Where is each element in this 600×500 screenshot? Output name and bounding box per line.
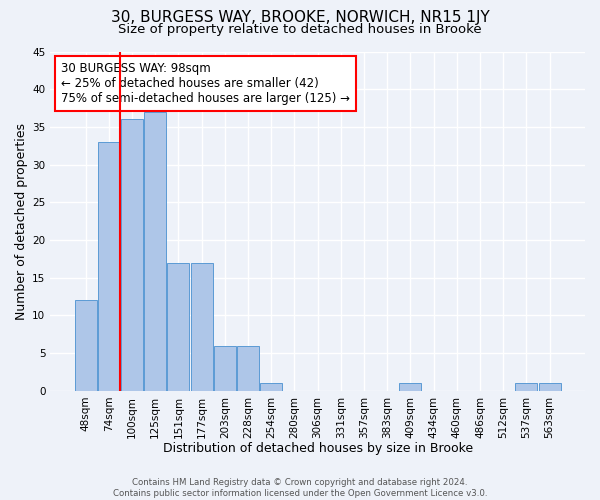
Bar <box>74 300 97 391</box>
Y-axis label: Number of detached properties: Number of detached properties <box>15 122 28 320</box>
Bar <box>191 262 212 391</box>
Bar <box>400 384 421 391</box>
Bar <box>515 384 538 391</box>
Bar <box>144 112 166 391</box>
X-axis label: Distribution of detached houses by size in Brooke: Distribution of detached houses by size … <box>163 442 473 455</box>
Bar <box>539 384 560 391</box>
Bar <box>214 346 236 391</box>
Text: Contains HM Land Registry data © Crown copyright and database right 2024.
Contai: Contains HM Land Registry data © Crown c… <box>113 478 487 498</box>
Text: Size of property relative to detached houses in Brooke: Size of property relative to detached ho… <box>118 22 482 36</box>
Bar <box>237 346 259 391</box>
Text: 30 BURGESS WAY: 98sqm
← 25% of detached houses are smaller (42)
75% of semi-deta: 30 BURGESS WAY: 98sqm ← 25% of detached … <box>61 62 350 104</box>
Bar <box>98 142 120 391</box>
Text: 30, BURGESS WAY, BROOKE, NORWICH, NR15 1JY: 30, BURGESS WAY, BROOKE, NORWICH, NR15 1… <box>110 10 490 25</box>
Bar <box>121 120 143 391</box>
Bar <box>167 262 190 391</box>
Bar <box>260 384 282 391</box>
